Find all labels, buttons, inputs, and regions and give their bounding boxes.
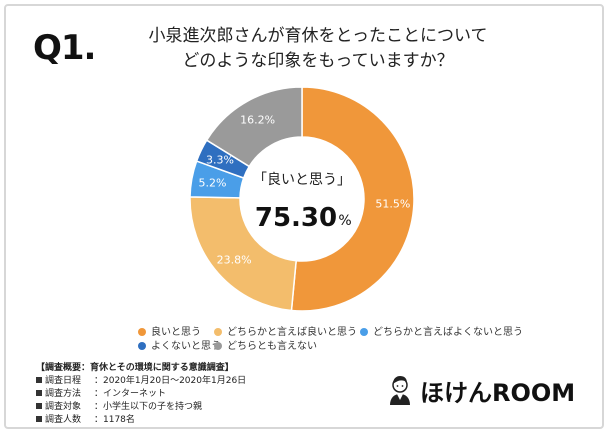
- legend-label: 良いと思う: [151, 327, 201, 338]
- survey-value: ：1178名: [94, 415, 135, 425]
- legend-item-good: 良いと思う: [138, 323, 201, 338]
- survey-key: 調査日程: [36, 375, 94, 388]
- slice-value-label: 5.2%: [199, 177, 227, 190]
- person-icon: [390, 376, 410, 405]
- legend-item-neither: どちらとも言えない: [214, 337, 317, 352]
- question-number: Q1.: [33, 28, 96, 68]
- brand-logo: ほけんROOM: [386, 372, 575, 408]
- survey-value: ：2020年1月20日〜2020年1月26日: [94, 376, 247, 386]
- survey-value: ：インターネット: [94, 389, 167, 399]
- center-label: 「良いと思う」: [253, 172, 351, 188]
- legend-item-rather-bad: どちらかと言えばよくないと思う: [360, 323, 523, 338]
- survey-overview: 【調査概要：育休とその環境に関する意識調査】 調査日程 ：2020年1月20日〜2…: [36, 362, 246, 427]
- legend-item-rather-good: どちらかと言えば良いと思う: [214, 323, 357, 338]
- brand-name-kana: ほけん: [420, 378, 492, 407]
- legend-swatch: [138, 342, 146, 350]
- brand-name-room: ROOM: [492, 378, 576, 407]
- legend-swatch: [138, 328, 146, 336]
- center-value: 75.30: [255, 203, 337, 233]
- donut-slices: [189, 86, 415, 312]
- legend-label: どちらかと言えば良いと思う: [227, 327, 357, 338]
- survey-key: 調査人数: [36, 414, 94, 427]
- brand-name: ほけんROOM: [420, 373, 575, 408]
- slice-value-label: 16.2%: [240, 114, 275, 127]
- slice-value-label: 51.5%: [375, 197, 410, 210]
- legend-swatch: [214, 328, 222, 336]
- legend-swatch: [360, 328, 368, 336]
- survey-key: 調査対象: [36, 401, 94, 414]
- legend-label: よくないと思う: [151, 341, 221, 352]
- survey-row-target: 調査対象 ：小学生以下の子を持つ親: [36, 401, 246, 414]
- survey-key: 調査方法: [36, 388, 94, 401]
- survey-row-count: 調査人数 ：1178名: [36, 414, 246, 427]
- legend-label: どちらとも言えない: [227, 341, 317, 352]
- survey-row-method: 調査方法 ：インターネット: [36, 388, 246, 401]
- survey-title: 【調査概要：育休とその環境に関する意識調査】: [36, 363, 234, 373]
- legend-swatch: [214, 342, 222, 350]
- question-text: 小泉進次郎さんが育休をとったことについて どのような印象をもっていますか？: [118, 24, 518, 74]
- legend-item-bad: よくないと思う: [138, 337, 221, 352]
- slice-value-label: 23.8%: [217, 254, 252, 267]
- survey-value: ：小学生以下の子を持つ親: [94, 402, 203, 412]
- donut-chart: 51.5% 23.8% 5.2% 3.3% 16.2% 「良いと思う」 75.30 %: [189, 86, 415, 312]
- slice-labels: 51.5% 23.8% 5.2% 3.3% 16.2%: [199, 114, 411, 267]
- center-unit: %: [338, 213, 351, 229]
- donut-hole: [240, 137, 364, 261]
- question-line-2: どのような印象をもっていますか？: [182, 51, 454, 71]
- slice-value-label: 3.3%: [206, 153, 234, 166]
- survey-row-date: 調査日程 ：2020年1月20日〜2020年1月26日: [36, 375, 246, 388]
- question-line-1: 小泉進次郎さんが育休をとったことについて: [148, 26, 488, 46]
- legend-label: どちらかと言えばよくないと思う: [373, 327, 523, 338]
